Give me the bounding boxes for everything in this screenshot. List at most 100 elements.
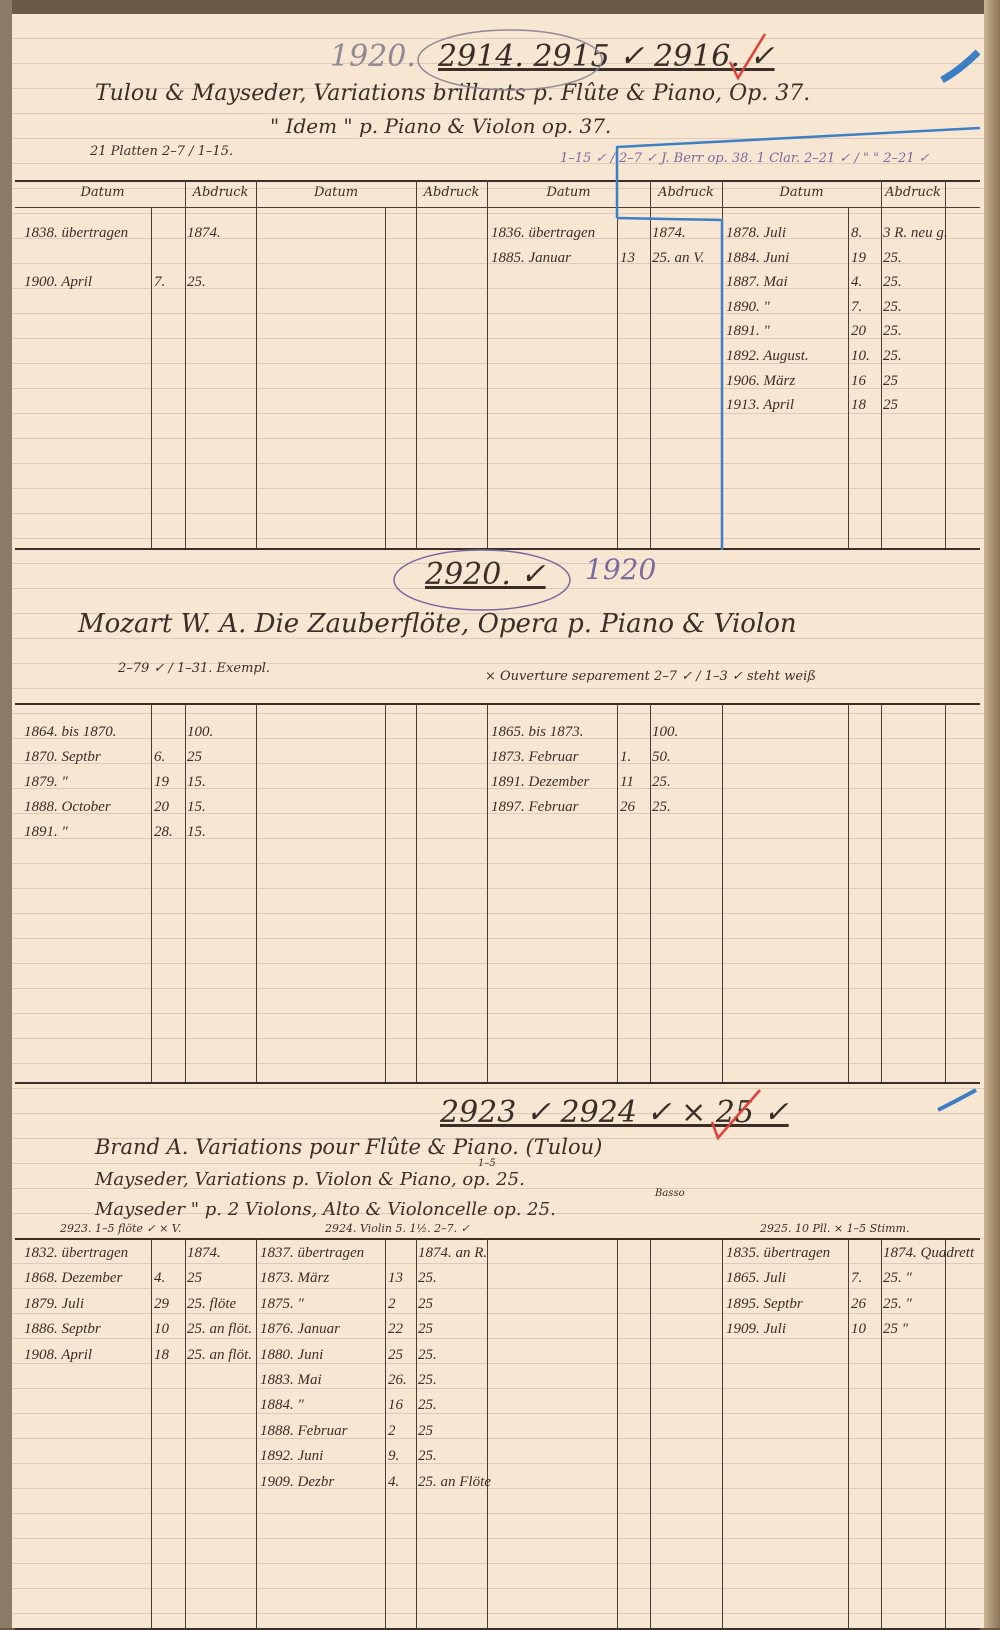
column-divider bbox=[385, 703, 386, 1082]
entry-copies: 25. an V. bbox=[652, 249, 705, 266]
column-divider bbox=[487, 180, 488, 548]
entry-date: 1879. Juli bbox=[24, 1295, 84, 1312]
entry-date: 1838. übertragen bbox=[24, 225, 129, 241]
column-divider bbox=[151, 703, 152, 1082]
entry-copies: 25. bbox=[883, 323, 902, 340]
entry-copies: 25. bbox=[418, 1270, 437, 1287]
column-header-abdruck: Abdruck bbox=[658, 185, 714, 200]
entry-copies: 25. bbox=[418, 1448, 437, 1465]
column-divider bbox=[151, 1238, 152, 1628]
sub-note: 2923. 1–5 flöte ✓ × V. bbox=[60, 1222, 182, 1235]
circled-numbers-mark bbox=[393, 549, 571, 611]
column-divider bbox=[945, 180, 946, 548]
entry-date: 1837. übertragen bbox=[260, 1245, 365, 1261]
column-divider bbox=[256, 703, 257, 1082]
entry-copies: 25. bbox=[883, 274, 902, 291]
entry-copies: 100. bbox=[187, 724, 214, 740]
entry-day: 13 bbox=[388, 1270, 403, 1287]
year-note: 1920. bbox=[330, 39, 416, 74]
column-divider bbox=[487, 1238, 488, 1628]
table-bottom-rule bbox=[15, 548, 980, 550]
entry-day: 29 bbox=[154, 1295, 169, 1312]
entry-day: 22 bbox=[388, 1321, 403, 1338]
entry-date: 1897. Februar bbox=[491, 799, 579, 815]
header-bottom-rule bbox=[15, 207, 980, 208]
entry-day: 4. bbox=[851, 274, 863, 291]
column-divider bbox=[385, 1238, 386, 1628]
entry-day: 28. bbox=[154, 824, 173, 840]
column-divider bbox=[848, 207, 849, 548]
entry-copies: 25 bbox=[883, 372, 898, 389]
column-divider bbox=[617, 703, 618, 1082]
entry-day: 8. bbox=[851, 225, 863, 241]
entry-day: 11 bbox=[620, 774, 634, 790]
entry-day: 7. bbox=[851, 1270, 863, 1287]
entry-date: 1832. übertragen bbox=[24, 1245, 129, 1261]
entry-date: 1865. bis 1873. bbox=[491, 724, 584, 740]
entry-date: 1885. Januar bbox=[491, 249, 571, 266]
entry-day: 6. bbox=[154, 749, 166, 765]
column-divider bbox=[256, 1238, 257, 1628]
entry-copies: 3 R. neu g. bbox=[883, 225, 948, 241]
entry-copies: 25. flöte bbox=[187, 1295, 237, 1312]
entry-date: 1890. " bbox=[726, 298, 770, 315]
entry-copies: 25. bbox=[418, 1346, 437, 1363]
entry-title-line: Mayseder " p. 2 Violons, Alto & Violonce… bbox=[95, 1199, 556, 1220]
entry-day: 1. bbox=[620, 749, 632, 765]
column-divider bbox=[945, 1238, 946, 1628]
ledger-page bbox=[12, 14, 984, 1628]
entry-day: 4. bbox=[388, 1473, 400, 1490]
entry-date: 1913. April bbox=[726, 397, 795, 414]
column-divider bbox=[881, 703, 882, 1082]
entry-copies: 15. bbox=[187, 824, 206, 840]
entry-copies: 1874. bbox=[187, 1245, 221, 1261]
entry-copies: 25 bbox=[187, 749, 202, 765]
entry-day: 10 bbox=[851, 1321, 866, 1338]
table-top-rule bbox=[15, 180, 980, 182]
column-divider bbox=[881, 180, 882, 548]
column-divider bbox=[722, 1238, 723, 1628]
entry-copies: 25. bbox=[883, 298, 902, 315]
entry-day: 16 bbox=[388, 1397, 403, 1414]
entry-title-line: Brand A. Variations pour Flûte & Piano. … bbox=[95, 1135, 603, 1159]
entry-day: 4. bbox=[154, 1270, 166, 1287]
entry-day: 18 bbox=[154, 1346, 169, 1363]
entry-date: 1888. October bbox=[24, 799, 111, 815]
entry-copies: 25 bbox=[187, 1270, 202, 1287]
column-divider bbox=[881, 1238, 882, 1628]
entry-date: 1876. Januar bbox=[260, 1321, 340, 1338]
entry-day: 9. bbox=[388, 1448, 400, 1465]
entry-date: 1883. Mai bbox=[260, 1372, 322, 1388]
entry-copies: 25. an flöt. bbox=[187, 1321, 253, 1338]
column-divider bbox=[617, 207, 618, 548]
entry-copies: 25. bbox=[187, 274, 206, 291]
entry-title-line: Tulou & Mayseder, Variations brillants p… bbox=[95, 81, 811, 106]
column-divider bbox=[650, 1238, 651, 1628]
plates-note: 21 Platten 2–7 / 1–15. bbox=[90, 144, 234, 159]
entry-day: 2 bbox=[388, 1295, 396, 1312]
table-top-rule bbox=[15, 1238, 980, 1240]
entry-date: 1891. " bbox=[726, 323, 770, 340]
entry-date: 1868. Dezember bbox=[24, 1270, 123, 1287]
book-binding bbox=[0, 0, 12, 1628]
entry-title-line: " Idem " p. Piano & Violon op. 37. bbox=[270, 114, 612, 138]
column-divider bbox=[722, 703, 723, 1082]
column-header-abdruck: Abdruck bbox=[423, 185, 480, 200]
entry-day: 10 bbox=[154, 1321, 169, 1338]
arrangement-note: 1–15 ✓ / 2–7 ✓ J. Berr op. 38. 1 Clar. 2… bbox=[560, 151, 930, 166]
entry-copies: 25. an flöt. bbox=[187, 1346, 253, 1363]
entry-date: 1906. März bbox=[726, 372, 796, 389]
entry-date: 1878. Juli bbox=[726, 225, 786, 241]
entry-copies: 25. an Flöte bbox=[418, 1473, 491, 1490]
column-divider bbox=[617, 1238, 618, 1628]
entry-copies: 25. bbox=[652, 799, 671, 815]
entry-date: 1888. Februar bbox=[260, 1422, 348, 1439]
entry-date: 1887. Mai bbox=[726, 274, 788, 291]
entry-day: 26 bbox=[620, 799, 635, 815]
blue-pencil-bracket bbox=[615, 126, 981, 550]
column-divider bbox=[151, 207, 152, 548]
entry-date: 1880. Juni bbox=[260, 1346, 324, 1363]
column-divider bbox=[416, 1238, 417, 1628]
year-note: 1920 bbox=[585, 553, 657, 586]
